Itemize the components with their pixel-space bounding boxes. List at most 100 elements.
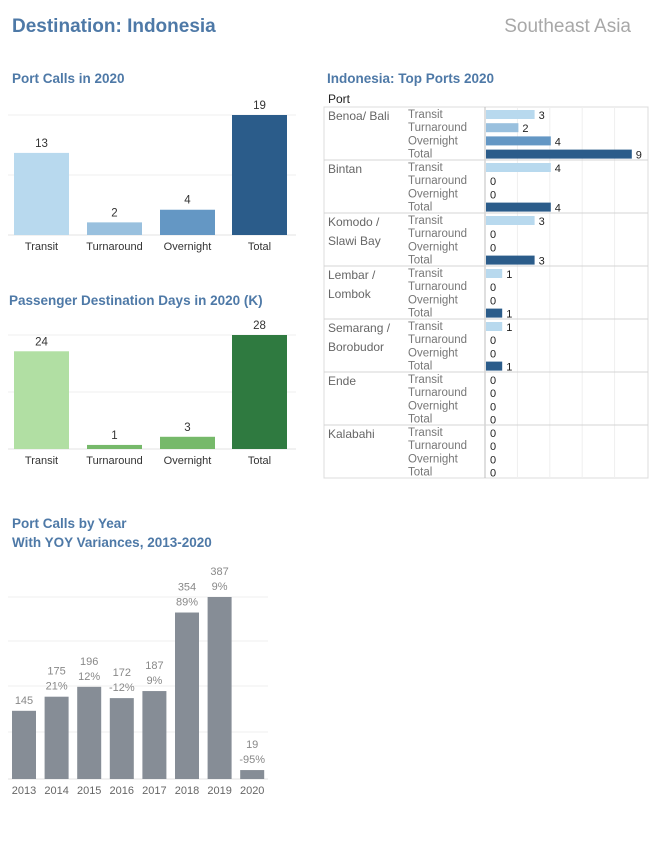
- port-measure-label: Total: [408, 414, 432, 426]
- yearly-chart: 145 2013 175 21% 2014 196 12% 2015 172 -12% 2016 18…: [8, 566, 268, 797]
- port-name: Slawi Bay: [328, 234, 381, 248]
- yearly-variance-label: -95%: [239, 754, 265, 766]
- port-value-label: 2: [522, 123, 528, 135]
- port-measure-label: Transit: [408, 162, 444, 174]
- port-measure-label: Overnight: [408, 188, 459, 200]
- port-value-label: 0: [490, 229, 496, 241]
- yearly-year-label: 2020: [240, 785, 264, 797]
- passenger-days-bar-overnight: [160, 436, 215, 449]
- port-measure-label: Total: [408, 361, 432, 373]
- port-measure-label: Turnaround: [408, 122, 467, 134]
- yearly-bar-2019: [207, 597, 232, 779]
- yearly-bar-2015: [77, 686, 102, 779]
- passenger-days-category-label: Transit: [25, 455, 58, 467]
- yearly-title: Port Calls by Year: [12, 516, 127, 531]
- port-name: Benoa/ Bali: [328, 109, 389, 123]
- port-measure-label: Turnaround: [408, 281, 467, 293]
- port-bar-turnaround: [486, 123, 519, 133]
- port-value-label: 3: [539, 256, 545, 268]
- port-calls-bar-overnight: [160, 209, 215, 235]
- yearly-value-label: 387: [210, 566, 228, 578]
- passenger-days-category-label: Total: [248, 455, 271, 467]
- port-measure-label: Overnight: [408, 400, 459, 412]
- yearly-value-label: 19: [246, 739, 258, 751]
- port-name: Komodo /: [328, 215, 380, 229]
- port-header: Port: [328, 92, 351, 106]
- port-bar-total: [486, 308, 503, 318]
- port-measure-label: Overnight: [408, 241, 459, 253]
- port-measure-label: Turnaround: [408, 440, 467, 452]
- passenger-days-category-label: Overnight: [164, 455, 212, 467]
- port-measure-label: Turnaround: [408, 175, 467, 187]
- passenger-days-value-label: 3: [184, 422, 190, 434]
- port-bar-transit: [486, 110, 535, 119]
- passenger-days-bar-transit: [14, 351, 69, 449]
- port-value-label: 4: [555, 203, 561, 215]
- port-measure-label: Transit: [408, 215, 444, 227]
- yearly-bar-2018: [175, 612, 199, 779]
- yearly-variance-label: 9%: [212, 581, 228, 593]
- port-value-label: 0: [490, 428, 496, 440]
- port-name: Semarang /: [328, 321, 391, 335]
- port-value-label: 0: [490, 295, 496, 307]
- port-value-label: 9: [636, 150, 642, 162]
- port-value-label: 0: [490, 282, 496, 294]
- port-measure-label: Total: [408, 149, 432, 161]
- port-value-label: 0: [490, 441, 496, 453]
- yearly-bar-2017: [142, 691, 167, 779]
- port-value-label: 0: [490, 388, 496, 400]
- top-ports-chart: Port Benoa/ Bali Transit 3 Turnaround 2 Overni…: [323, 92, 649, 480]
- port-calls-value-label: 13: [35, 138, 48, 150]
- page-title: Destination: Indonesia: [12, 16, 216, 38]
- port-value-label: 0: [490, 415, 496, 427]
- port-calls-category-label: Turnaround: [86, 241, 142, 253]
- port-bar-total: [486, 202, 551, 212]
- port-measure-label: Overnight: [408, 453, 459, 465]
- port-calls-value-label: 2: [111, 207, 117, 219]
- port-measure-label: Transit: [408, 109, 444, 121]
- port-bar-overnight: [486, 136, 551, 146]
- yearly-bar-2020: [240, 770, 265, 779]
- passenger-days-bar-turnaround: [87, 444, 142, 449]
- yearly-bar-2016: [109, 698, 134, 779]
- yearly-year-label: 2013: [12, 785, 36, 797]
- page-title-country: Indonesia: [127, 16, 216, 37]
- port-value-label: 0: [490, 335, 496, 347]
- yearly-subtitle: With YOY Variances, 2013-2020: [12, 535, 212, 550]
- yearly-variance-label: 89%: [176, 597, 198, 609]
- port-measure-label: Transit: [408, 374, 444, 386]
- yearly-year-label: 2017: [142, 785, 166, 797]
- port-measure-label: Overnight: [408, 294, 459, 306]
- port-value-label: 0: [490, 454, 496, 466]
- port-value-label: 1: [506, 322, 512, 334]
- port-bar-transit: [486, 163, 551, 172]
- passenger-days-title: Passenger Destination Days in 2020 (K): [9, 293, 263, 308]
- passenger-days-value-label: 28: [253, 320, 266, 332]
- port-value-label: 0: [490, 176, 496, 188]
- port-measure-label: Transit: [408, 321, 444, 333]
- ports-frame: [323, 106, 649, 479]
- port-bar-total: [486, 255, 535, 265]
- yearly-value-label: 145: [15, 695, 33, 707]
- port-value-label: 0: [490, 468, 496, 480]
- port-measure-label: Transit: [408, 268, 444, 280]
- yearly-bar-2013: [12, 710, 36, 779]
- passenger-days-chart: 24 Transit 1 Turnaround 3 Overnight 28 Total: [8, 320, 296, 467]
- port-value-label: 0: [490, 401, 496, 413]
- passenger-days-bar-total: [232, 335, 287, 449]
- port-value-label: 4: [555, 136, 561, 148]
- port-value-label: 4: [555, 163, 561, 175]
- yearly-bar-2014: [44, 696, 69, 779]
- yearly-value-label: 172: [113, 667, 131, 679]
- yearly-year-label: 2016: [110, 785, 134, 797]
- port-value-label: 0: [490, 189, 496, 201]
- port-bar-transit: [486, 216, 535, 225]
- port-value-label: 1: [506, 309, 512, 321]
- port-calls-category-label: Total: [248, 241, 271, 253]
- yearly-variance-label: -12%: [109, 682, 135, 694]
- top-ports-title: Indonesia: Top Ports 2020: [327, 71, 495, 86]
- yearly-variance-label: 12%: [78, 671, 100, 683]
- port-measure-label: Overnight: [408, 347, 459, 359]
- yearly-year-label: 2019: [207, 785, 231, 797]
- port-value-label: 3: [539, 216, 545, 228]
